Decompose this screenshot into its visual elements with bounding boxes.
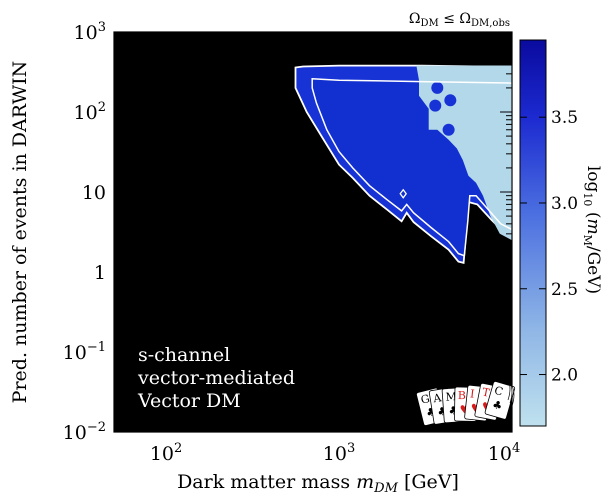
logo-card-suit: ♣: [491, 398, 504, 413]
inner-contour: [311, 78, 512, 257]
y-tick-label: 102: [74, 100, 106, 124]
annotation-line-1: s-channel: [138, 344, 230, 366]
logo-card: C♣: [484, 381, 516, 420]
colorbar-ticks: 2.0 2.5 3.0 3.5: [520, 108, 578, 386]
logo-card-letter: C: [493, 384, 505, 399]
model-annotation: s-channel vector-mediated Vector DM: [137, 344, 295, 412]
blob-1: [429, 99, 442, 112]
x-axis: 102 103 104: [113, 32, 520, 465]
logo-card-suit: ♥: [470, 401, 481, 415]
logo-card-letter: T: [481, 386, 491, 400]
blob-2: [444, 94, 457, 107]
y-tick-label: 103: [74, 20, 106, 44]
open-point-marker: [399, 188, 408, 199]
logo-card-letter: M: [445, 390, 457, 404]
annotation-line-2: vector-mediated: [137, 367, 295, 389]
logo-card-edge: [509, 382, 513, 404]
x-tick-label: 103: [323, 441, 355, 465]
annotation-line-3: Vector DM: [137, 390, 241, 412]
colorbar: [519, 39, 547, 427]
logo-card-letter: I: [469, 387, 475, 400]
x-tick-label: 102: [150, 441, 182, 465]
y-axis: 10−2 10−1 1 10 102 103: [63, 20, 512, 444]
plot-frame: [113, 31, 513, 433]
colorbar-tick-label: 3.0: [551, 194, 578, 214]
y-tick-label: 10: [82, 182, 106, 204]
logo-card-edge: [511, 385, 515, 407]
colorbar-tick-label: 2.0: [551, 366, 578, 386]
blob-3: [431, 81, 444, 94]
x-axis-title: Dark matter mass mDM [GeV]: [177, 471, 459, 496]
gambit-logo: G♣A♣M♣B♥I♥T♥C♣: [416, 379, 516, 426]
blob-4: [442, 123, 455, 136]
colorbar-tick-label: 3.5: [551, 108, 578, 128]
colorbar-tick-label: 2.5: [551, 280, 578, 300]
y-tick-label: 10−2: [63, 420, 106, 444]
logo-card-suit: ♣: [448, 404, 459, 418]
logo-card-suit: ♣: [436, 404, 448, 418]
logo-card-edge: [507, 379, 511, 401]
colorbar-title: log10 (mM/GeV): [581, 166, 603, 294]
logo-card-letter: A: [431, 391, 443, 405]
x-tick-label: 104: [488, 441, 520, 465]
logo-card-letter: B: [458, 389, 466, 402]
y-axis-title: Pred. number of events in DARWIN: [9, 61, 31, 404]
logo-card-letter: G: [419, 392, 431, 407]
chart-title: ΩDM ≤ ΩDM,obs: [409, 11, 510, 29]
y-tick-label: 1: [94, 262, 106, 284]
y-tick-label: 10−1: [63, 340, 106, 364]
logo-card-suit: ♥: [459, 403, 469, 416]
high-mediator-mass-region: [416, 65, 512, 241]
blob-group: [429, 81, 457, 136]
